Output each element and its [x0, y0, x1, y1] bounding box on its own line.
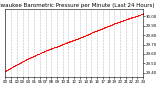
- Title: Milwaukee Barometric Pressure per Minute (Last 24 Hours): Milwaukee Barometric Pressure per Minute…: [0, 3, 155, 8]
